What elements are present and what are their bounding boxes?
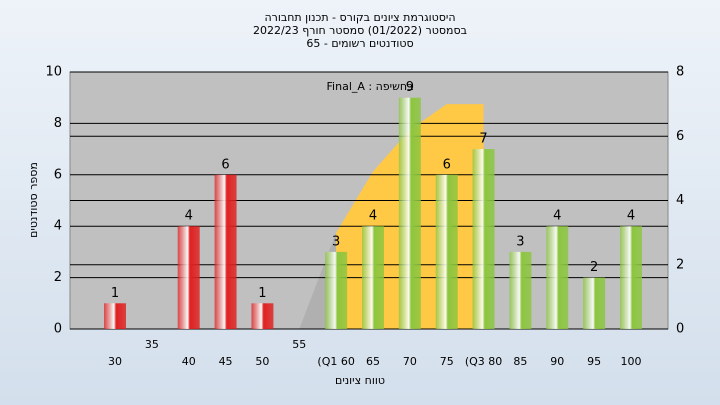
- x-tick-label: 90: [550, 355, 564, 368]
- chart-subtitle: בסמסטר (01/2022) סמסטר חורף 2022/23: [253, 24, 467, 37]
- x-tick-label: 50: [255, 355, 269, 368]
- bar: [435, 174, 458, 329]
- y-tick-label: 6: [54, 167, 62, 182]
- y2-tick-label: 2: [676, 257, 684, 272]
- bar: [214, 174, 237, 329]
- bar: [583, 277, 606, 329]
- y-tick-label: 4: [54, 219, 62, 234]
- bar: [104, 303, 126, 329]
- x-axis-label: טווח ציונים: [335, 374, 385, 387]
- y-tick-label: 0: [54, 322, 62, 337]
- y-axis-label: מספר סטודנטים: [27, 162, 40, 238]
- bar: [362, 226, 384, 329]
- x-tick-label: 65: [366, 355, 380, 368]
- value-label: 7: [479, 132, 487, 147]
- x-tick-label: (Q3 80: [465, 355, 502, 368]
- y-tick-label: 2: [54, 270, 62, 285]
- bar: [472, 149, 495, 329]
- bar: [177, 226, 200, 329]
- bar: [546, 226, 569, 329]
- x-tick-label: 85: [513, 355, 527, 368]
- value-label: 9: [406, 80, 414, 95]
- x-tick-label: 40: [182, 355, 196, 368]
- x-tick-label: 100: [621, 355, 642, 368]
- annotation: Final_A : בחשיפה: [327, 80, 414, 93]
- value-label: 6: [221, 157, 229, 172]
- x-tick-label: 75: [440, 355, 454, 368]
- y2-tick-label: 8: [676, 65, 684, 80]
- x-tick-label: 45: [219, 355, 233, 368]
- bar: [325, 251, 348, 329]
- value-label: 1: [111, 286, 119, 301]
- y2-tick-label: 4: [676, 193, 684, 208]
- x-tick-label: 55: [292, 338, 306, 351]
- value-label: 4: [185, 209, 193, 224]
- value-label: 3: [332, 234, 340, 249]
- value-label: 2: [590, 260, 598, 275]
- y-tick-label: 8: [54, 116, 62, 131]
- value-label: 6: [443, 157, 451, 172]
- x-tick-label: 30: [108, 355, 122, 368]
- x-tick-label: 70: [403, 355, 417, 368]
- value-label: 3: [516, 234, 524, 249]
- y2-tick-label: 6: [676, 129, 684, 144]
- value-label: 4: [627, 209, 635, 224]
- value-label: 1: [258, 286, 266, 301]
- y2-tick-label: 0: [676, 322, 684, 337]
- value-label: 4: [369, 209, 377, 224]
- bar: [398, 97, 421, 329]
- x-tick-label: 95: [587, 355, 601, 368]
- bar: [251, 303, 274, 329]
- value-label: 4: [553, 209, 561, 224]
- chart-subtitle: סטודנטים רשומים - 65: [306, 37, 413, 50]
- chart-title: היסטוגרמת ציונים בקורס - תכנון תחבורה: [264, 11, 455, 24]
- x-tick-label: 35: [145, 338, 159, 351]
- bar: [509, 251, 532, 329]
- bar: [620, 226, 642, 329]
- x-tick-label: (Q1 60: [317, 355, 354, 368]
- y-tick-label: 10: [45, 65, 62, 80]
